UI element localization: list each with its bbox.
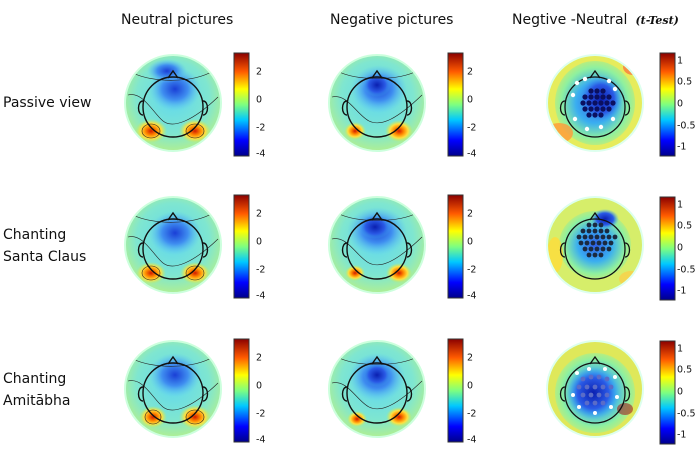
row-label-passive-view: Passive view [3,92,91,114]
tick: -0.5 [677,264,696,276]
ttest-map-passive [546,54,644,152]
colorbar-ttest-amitabha [659,340,676,445]
electrode-dots-passive [570,76,618,132]
colorbar-santa-neutral [233,194,250,299]
tick: -4 [467,148,477,160]
tick: -4 [467,290,477,302]
tick: -2 [467,264,477,276]
tick: -1 [677,429,687,441]
tick: 2 [256,66,263,78]
tick: 0 [467,236,474,248]
colorbar-amitabha-negative [447,338,464,443]
tick: 0 [256,94,263,106]
tick: 1 [677,55,684,67]
tick: -2 [467,122,477,134]
tick: 2 [256,208,263,220]
tick: -2 [256,264,266,276]
tick: -4 [256,148,266,160]
row-label-line1: Passive view [3,95,92,111]
row-label-chanting-amitabha: Chanting Amitābha [3,368,71,412]
tick: 0 [467,380,474,392]
colorbar-ttest-passive [659,52,676,157]
tick: 0 [677,98,684,110]
tick: -1 [677,285,687,297]
topomap-passive-neutral [124,54,222,152]
tick: -1 [677,141,687,153]
row-label-chanting-santa-claus: Chanting Santa Claus [3,224,86,268]
topomap-santa-neutral [124,196,222,294]
header-ttest-label: (t-Test) [635,14,679,27]
tick: 0.5 [677,220,693,232]
topomap-santa-negative [328,196,426,294]
topomap-amitabha-negative [328,340,426,438]
header-negative-minus-neutral: Negtive -Neutral (t-Test) [512,12,679,28]
tick: -2 [256,408,266,420]
tick: -4 [467,434,477,446]
electrode-dots-amitabha [571,367,619,415]
tick: 0.5 [677,76,693,88]
electrode-dots-santa [576,222,618,258]
header-neutral-pictures: Neutral pictures [121,12,234,28]
tick: 1 [677,343,684,355]
tick: 2 [467,352,474,364]
tick: 1 [677,199,684,211]
row-label-line2: Santa Claus [3,249,87,265]
tick: -4 [256,434,266,446]
ttest-map-amitabha [546,340,644,438]
topomap-amitabha-neutral [124,340,222,438]
tick: 0.5 [677,364,693,376]
tick: -0.5 [677,408,696,420]
tick: -2 [467,408,477,420]
tick: 2 [467,66,474,78]
tick: 0 [677,242,684,254]
tick: 0 [256,236,263,248]
header-diff-label: Negtive -Neutral [512,12,628,28]
tick: 0 [467,94,474,106]
colorbar-amitabha-neutral [233,338,250,443]
topomap-passive-negative [328,54,426,152]
colorbar-ttest-santa [659,196,676,301]
tick: 2 [256,352,263,364]
tick: -2 [256,122,266,134]
tick: -4 [256,290,266,302]
header-negative-pictures: Negative pictures [330,12,454,28]
row-label-line1: Chanting [3,227,67,243]
colorbar-passive-neutral [233,52,250,157]
colorbar-passive-negative [447,52,464,157]
ttest-map-santa [546,196,644,294]
colorbar-santa-negative [447,194,464,299]
tick: 2 [467,208,474,220]
row-label-line1: Chanting [3,371,67,387]
tick: -0.5 [677,120,696,132]
row-label-line2: Amitābha [3,393,71,409]
tick: 0 [677,386,684,398]
tick: 0 [256,380,263,392]
